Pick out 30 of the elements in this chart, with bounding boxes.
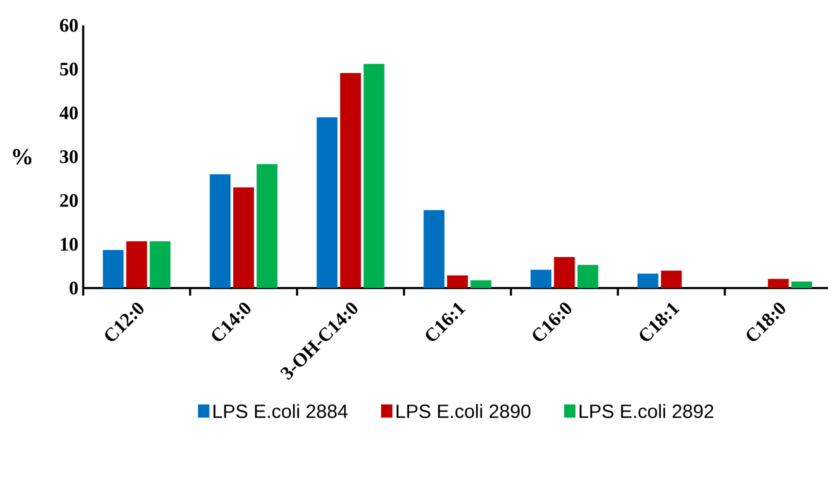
y-tick-label: 40 bbox=[60, 106, 78, 120]
bar bbox=[530, 270, 552, 288]
bar bbox=[577, 264, 598, 288]
bar bbox=[424, 210, 444, 288]
bar bbox=[102, 250, 124, 288]
legend-label: LPS E.coli 2892 bbox=[580, 404, 714, 418]
bar bbox=[126, 241, 148, 288]
bar bbox=[210, 174, 231, 288]
bar bbox=[638, 274, 658, 288]
bar bbox=[554, 256, 575, 288]
bar bbox=[768, 278, 789, 288]
bar bbox=[660, 270, 682, 288]
bar bbox=[340, 72, 361, 288]
bar bbox=[150, 241, 171, 288]
y-tick-label: 10 bbox=[60, 238, 78, 251]
legend-label: LPS E.coli 2890 bbox=[396, 404, 530, 418]
legend-label: LPS E.coli 2884 bbox=[214, 404, 348, 418]
bar bbox=[364, 64, 384, 288]
bar bbox=[447, 275, 468, 288]
y-tick-label: 0 bbox=[70, 282, 78, 294]
bar bbox=[233, 187, 254, 288]
y-tick-label: 30 bbox=[60, 150, 78, 164]
bar bbox=[256, 164, 278, 288]
y-tick-label: 20 bbox=[60, 194, 78, 207]
bar bbox=[791, 281, 812, 288]
y-tick-label: 50 bbox=[60, 62, 78, 76]
y-axis-title: % bbox=[12, 148, 32, 164]
bar bbox=[470, 280, 492, 288]
bar bbox=[316, 117, 338, 288]
y-tick-label: 60 bbox=[60, 18, 78, 32]
